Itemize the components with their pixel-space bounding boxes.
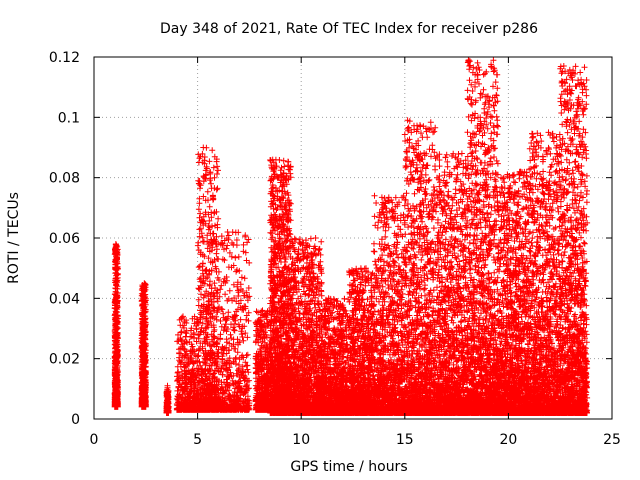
x-tick-label: 5 <box>193 432 202 448</box>
y-tick-label: 0.06 <box>49 231 80 247</box>
data-points <box>111 57 591 416</box>
x-tick-label: 0 <box>90 432 99 448</box>
y-tick-label: 0.02 <box>49 352 80 368</box>
y-tick-label: 0.1 <box>58 110 80 126</box>
tick-labels: 0 5 10 15 20 25 0 0.02 0.04 0.06 0.08 0.1 0.12 <box>49 50 621 448</box>
axes <box>93 56 613 420</box>
chart-title: Day 348 of 2021, Rate Of TEC Index for r… <box>160 21 538 37</box>
y-tick-label: 0.04 <box>49 291 80 307</box>
y-axis-label: ROTI / TECUs <box>6 192 22 284</box>
x-tick-label: 10 <box>292 432 310 448</box>
x-tick-label: 15 <box>396 432 414 448</box>
x-tick-label: 20 <box>499 432 517 448</box>
scatter-markers <box>111 57 591 416</box>
y-tick-label: 0.12 <box>49 50 80 66</box>
x-axis-label: GPS time / hours <box>290 459 407 475</box>
y-tick-label: 0.08 <box>49 171 80 187</box>
x-tick-label: 25 <box>603 432 621 448</box>
y-tick-label: 0 <box>71 412 80 428</box>
